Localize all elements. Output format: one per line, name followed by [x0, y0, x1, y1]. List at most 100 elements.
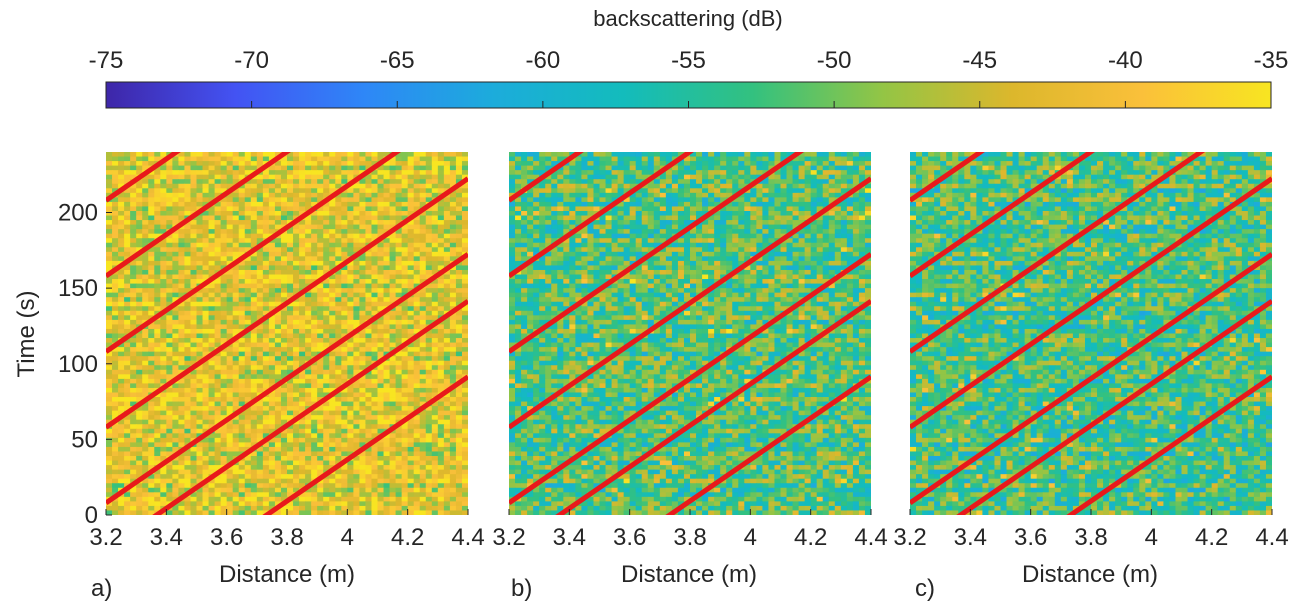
- heatmap-cell: [389, 451, 397, 457]
- heatmap-cell: [431, 483, 439, 489]
- heatmap-cell: [220, 437, 228, 443]
- red-trend-line: [106, 152, 291, 279]
- heatmap-cell: [136, 487, 143, 493]
- heatmap-cell: [256, 419, 264, 425]
- heatmap-cell: [359, 265, 367, 271]
- heatmap-cell: [371, 397, 379, 403]
- heatmap-cell: [226, 156, 234, 162]
- heatmap-cell: [130, 347, 137, 353]
- heatmap-cell: [401, 356, 409, 362]
- heatmap-cell: [347, 251, 354, 257]
- heatmap-cell: [220, 315, 228, 321]
- heatmap-cell: [353, 360, 360, 366]
- heatmap-cell: [341, 492, 348, 498]
- heatmap-cell: [274, 415, 282, 421]
- heatmap-cell: [154, 242, 161, 248]
- heatmap-cell: [178, 215, 186, 221]
- heatmap-cell: [136, 469, 143, 475]
- heatmap-cell: [317, 242, 324, 248]
- heatmap-cell: [329, 215, 336, 221]
- heatmap-cell: [413, 415, 421, 421]
- heatmap-cell: [329, 433, 336, 439]
- heatmap-cell: [166, 451, 173, 457]
- heatmap-cell: [299, 324, 306, 330]
- heatmap-cell: [178, 179, 186, 185]
- heatmap-cell: [250, 469, 258, 475]
- heatmap-cell: [178, 242, 186, 248]
- heatmap-cell: [395, 229, 403, 235]
- heatmap-cell: [311, 288, 318, 294]
- heatmap-cell: [220, 374, 228, 380]
- heatmap-cell: [371, 419, 379, 425]
- heatmap-cell: [160, 165, 167, 171]
- heatmap-cell: [557, 156, 564, 162]
- heatmap-cell: [178, 338, 186, 344]
- heatmap-cell: [178, 265, 186, 271]
- heatmap-cell: [335, 433, 342, 439]
- heatmap-cell: [268, 242, 276, 248]
- heatmap-cell: [311, 397, 318, 403]
- heatmap-cell: [166, 161, 173, 167]
- heatmap-cell: [533, 152, 540, 158]
- heatmap-cell: [323, 456, 330, 462]
- heatmap-cell: [299, 342, 306, 348]
- heatmap-cell: [383, 347, 391, 353]
- heatmap-cell: [341, 256, 348, 262]
- heatmap-cell: [136, 424, 143, 430]
- heatmap-cell: [148, 256, 155, 262]
- heatmap-cell: [293, 256, 300, 262]
- heatmap-cell: [323, 369, 330, 375]
- heatmap-cell: [190, 260, 198, 267]
- heatmap-cell: [190, 401, 198, 407]
- heatmap-cell: [293, 401, 300, 407]
- heatmap-cell: [274, 378, 282, 385]
- heatmap-cell: [335, 224, 342, 230]
- heatmap-cell: [437, 279, 445, 285]
- heatmap-cell: [389, 478, 397, 484]
- heatmap-cell: [184, 174, 192, 180]
- heatmap-cell: [154, 492, 161, 498]
- heatmap-cell: [293, 387, 300, 394]
- heatmap-cell: [443, 269, 451, 276]
- heatmap-cell: [413, 374, 421, 380]
- heatmap-cell: [323, 424, 330, 430]
- heatmap-cell: [377, 306, 385, 312]
- heatmap-cell: [359, 333, 367, 339]
- heatmap-cell: [437, 347, 445, 353]
- heatmap-cell: [569, 161, 576, 167]
- heatmap-cell: [256, 328, 264, 335]
- heatmap-cell: [214, 306, 222, 312]
- heatmap-cell: [196, 156, 204, 162]
- heatmap-cell: [178, 315, 186, 321]
- heatmap-cell: [136, 279, 143, 285]
- heatmap-cell: [395, 256, 403, 262]
- heatmap-cell: [335, 319, 342, 326]
- heatmap-cell: [449, 492, 457, 498]
- heatmap-cell: [148, 197, 155, 203]
- heatmap-cell: [437, 161, 445, 167]
- heatmap-cell: [401, 492, 409, 498]
- heatmap-cell: [419, 251, 427, 257]
- heatmap-cell: [425, 179, 433, 185]
- heatmap-cell: [226, 469, 234, 475]
- heatmap-cell: [335, 297, 342, 303]
- heatmap-cell: [280, 238, 288, 244]
- heatmap-cell: [178, 328, 186, 335]
- heatmap-cell: [323, 365, 330, 371]
- heatmap-cell: [287, 401, 294, 407]
- heatmap-cell: [419, 374, 427, 380]
- heatmap-cell: [256, 192, 264, 198]
- heatmap-cell: [136, 179, 143, 185]
- heatmap-cell: [293, 238, 300, 244]
- heatmap-cell: [389, 256, 397, 262]
- heatmap-cell: [407, 487, 415, 493]
- heatmap-cell: [106, 410, 113, 416]
- heatmap-cell: [262, 369, 270, 375]
- heatmap-cell: [317, 505, 324, 512]
- heatmap-cell: [202, 410, 210, 416]
- heatmap-cell: [226, 397, 234, 403]
- heatmap-cell: [389, 387, 397, 394]
- heatmap-cell: [449, 483, 457, 489]
- heatmap-cell: [365, 256, 373, 262]
- heatmap-cell: [166, 465, 173, 471]
